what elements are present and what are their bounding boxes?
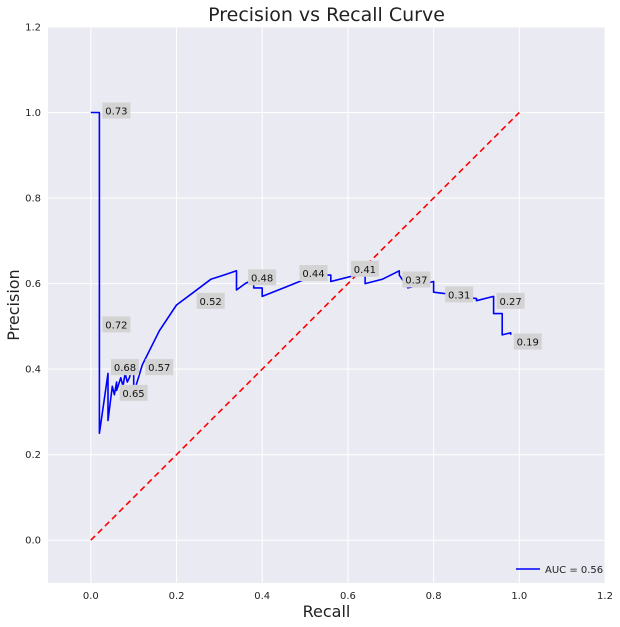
annotation-label: 0.65 [122,389,144,400]
legend-label: AUC = 0.56 [545,565,603,576]
series-layer [90,111,520,541]
y-tick-label: 0.2 [25,450,41,461]
x-tick-label: 0.0 [83,591,99,602]
annotation-box [102,102,131,119]
annotation-box [402,271,431,288]
annotation-box [513,333,542,350]
y-tick-label: 1.0 [25,108,41,119]
threshold-annotation: 0.19 [513,333,542,350]
annotation-box [196,292,225,309]
threshold-annotation: 0.57 [145,359,174,376]
y-tick-label: 0.8 [25,194,41,205]
annotation-box [445,286,474,303]
annotation-label: 0.73 [105,107,127,118]
precision-recall-line [90,111,512,435]
annotation-box [102,316,131,333]
annotation-box [119,384,148,401]
annotation-box [110,359,139,376]
annotations-layer: 0.73 0.72 0.68 0.65 0.57 0.52 0.48 0.44 0.41 0.37… [102,102,542,401]
y-tick-labels: 0.0 0.2 0.4 0.6 0.8 1.0 1.2 [25,23,41,547]
x-tick-label: 1.0 [511,591,527,602]
x-tick-label: 0.2 [169,591,185,602]
y-tick-label: 0.4 [25,365,41,376]
legend: AUC = 0.56 [516,565,603,576]
annotation-label: 0.57 [148,363,170,374]
y-tick-label: 1.2 [25,23,41,34]
x-tick-label: 0.6 [340,591,356,602]
threshold-annotation: 0.48 [248,269,277,286]
threshold-annotation: 0.27 [496,292,525,309]
x-tick-label: 1.2 [597,591,613,602]
annotation-label: 0.52 [200,297,222,308]
threshold-annotation: 0.52 [196,292,225,309]
y-tick-label: 0.0 [25,536,41,547]
annotation-box [299,265,328,282]
annotation-box [145,359,174,376]
annotation-label: 0.41 [354,265,376,276]
threshold-annotation: 0.68 [110,359,139,376]
annotation-box [496,292,525,309]
annotation-label: 0.68 [114,363,136,374]
chart-title: Precision vs Recall Curve [208,4,445,26]
x-tick-label: 0.4 [254,591,270,602]
annotation-box [248,269,277,286]
annotation-label: 0.44 [302,269,324,280]
random-baseline-line [90,111,520,541]
annotation-label: 0.31 [448,290,470,301]
annotation-label: 0.72 [105,320,127,331]
threshold-annotation: 0.73 [102,102,131,119]
annotation-label: 0.27 [499,297,521,308]
annotation-box [350,260,379,277]
threshold-annotation: 0.31 [445,286,474,303]
x-tick-labels: 0.0 0.2 0.4 0.6 0.8 1.0 1.2 [83,591,613,602]
threshold-annotation: 0.41 [350,260,379,277]
annotation-label: 0.48 [251,273,273,284]
threshold-annotation: 0.44 [299,265,328,282]
threshold-annotation: 0.65 [119,384,148,401]
annotation-label: 0.37 [405,275,427,286]
annotation-label: 0.19 [517,337,539,348]
threshold-annotation: 0.72 [102,316,131,333]
y-tick-label: 0.6 [25,279,41,290]
x-axis-title: Recall [303,602,351,621]
x-tick-label: 0.8 [426,591,442,602]
y-axis-title: Precision [4,269,23,340]
grid-lines [48,26,606,583]
threshold-annotation: 0.37 [402,271,431,288]
